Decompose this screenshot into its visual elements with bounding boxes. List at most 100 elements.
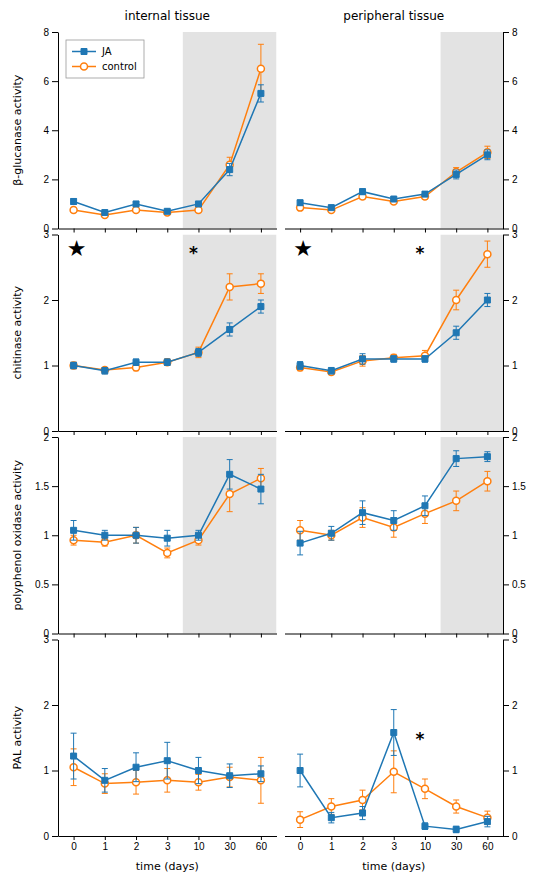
error-bar <box>258 766 264 782</box>
tick-label: 1.5 <box>512 481 526 492</box>
marker <box>257 280 264 287</box>
error-bar <box>484 816 490 826</box>
error-bar <box>453 326 459 339</box>
tick-mark <box>136 229 137 233</box>
error-bar <box>422 823 428 830</box>
axis-line <box>58 438 59 635</box>
x-tick: 0 <box>298 836 304 852</box>
tick-mark <box>394 634 395 638</box>
panel: 01231030600123time (days)* <box>285 634 518 873</box>
tick-mark <box>394 836 395 840</box>
marker <box>164 208 170 214</box>
tick-mark <box>331 634 332 638</box>
tick-label: 10 <box>193 841 205 852</box>
y-tick: 1 <box>43 530 58 541</box>
x-tick: 1 <box>329 836 335 852</box>
error-bar <box>195 201 201 206</box>
y-axis: 00.511.52 <box>35 432 58 640</box>
tick-mark <box>363 836 364 840</box>
panel: 0123★* <box>285 229 518 437</box>
series <box>70 274 264 374</box>
marker <box>484 251 491 258</box>
x-tick <box>230 431 231 435</box>
marker <box>484 454 490 460</box>
tick-mark <box>52 486 58 487</box>
marker <box>102 532 108 538</box>
marker <box>258 304 264 310</box>
marker <box>360 189 366 195</box>
tick-mark <box>261 431 262 435</box>
y-tick: 1 <box>503 530 518 541</box>
tick-mark <box>503 229 509 230</box>
marker <box>133 532 139 538</box>
tick-mark <box>331 836 332 840</box>
series <box>297 241 491 375</box>
marker <box>484 297 490 303</box>
y-axis: 0123 <box>43 634 58 842</box>
tick-label: 4 <box>512 125 518 136</box>
tick-label: 2 <box>512 295 518 306</box>
tick-mark <box>52 229 58 230</box>
y-tick: 1 <box>43 360 58 371</box>
marker <box>133 764 139 770</box>
tick-label: 1 <box>512 530 518 541</box>
tick-label: 1 <box>43 360 49 371</box>
x-tick <box>74 431 75 435</box>
error-bar <box>164 742 170 779</box>
tick-label: 0 <box>298 841 304 852</box>
line <box>300 481 487 535</box>
tick-mark <box>503 584 509 585</box>
axis-line <box>58 640 59 837</box>
tick-label: 0 <box>43 831 49 842</box>
tick-mark <box>230 634 231 638</box>
annotation: ★ <box>293 236 313 261</box>
plot-area <box>70 733 264 803</box>
line <box>300 300 487 371</box>
error-bar <box>258 300 264 313</box>
marker <box>453 171 459 177</box>
tick-label: 1 <box>512 765 518 776</box>
series <box>297 293 490 374</box>
y-axis-title: polyphenol oxidase activity <box>11 460 24 611</box>
marker <box>227 326 233 332</box>
marker <box>164 535 170 541</box>
x-tick <box>167 634 168 638</box>
marker <box>297 540 303 546</box>
tick-mark <box>52 437 58 438</box>
tick-mark <box>425 229 426 233</box>
error-bar <box>164 359 170 366</box>
tick-mark <box>74 431 75 435</box>
tick-mark <box>167 431 168 435</box>
tick-mark <box>230 229 231 233</box>
y-tick: 3 <box>503 634 518 645</box>
tick-mark <box>503 634 509 635</box>
marker <box>453 497 460 504</box>
tick-mark <box>503 771 509 772</box>
tick-mark <box>261 229 262 233</box>
error-bar <box>453 290 459 310</box>
y-tick: 2 <box>43 174 58 185</box>
x-tick <box>425 634 426 638</box>
error-bar <box>71 199 77 205</box>
plot-area <box>70 437 276 634</box>
tick-mark <box>261 634 262 638</box>
tick-mark <box>503 437 509 438</box>
marker <box>258 90 264 96</box>
series <box>297 150 490 211</box>
marker <box>484 819 490 825</box>
panel: 00.511.52 polyphenol oxidase activity <box>11 432 277 640</box>
y-tick: 2 <box>43 700 58 711</box>
y-tick: 3 <box>503 229 518 240</box>
marker <box>297 768 303 774</box>
marker <box>360 510 366 516</box>
x-axis-title: time (days) <box>362 860 425 873</box>
tick-mark <box>105 836 106 840</box>
tick-label: 3 <box>391 841 397 852</box>
marker <box>133 532 140 539</box>
tick-mark <box>136 431 137 435</box>
tick-mark <box>503 640 509 641</box>
marker <box>360 810 366 816</box>
tick-mark <box>363 431 364 435</box>
series <box>71 300 264 374</box>
x-tick: 0 <box>71 836 77 852</box>
